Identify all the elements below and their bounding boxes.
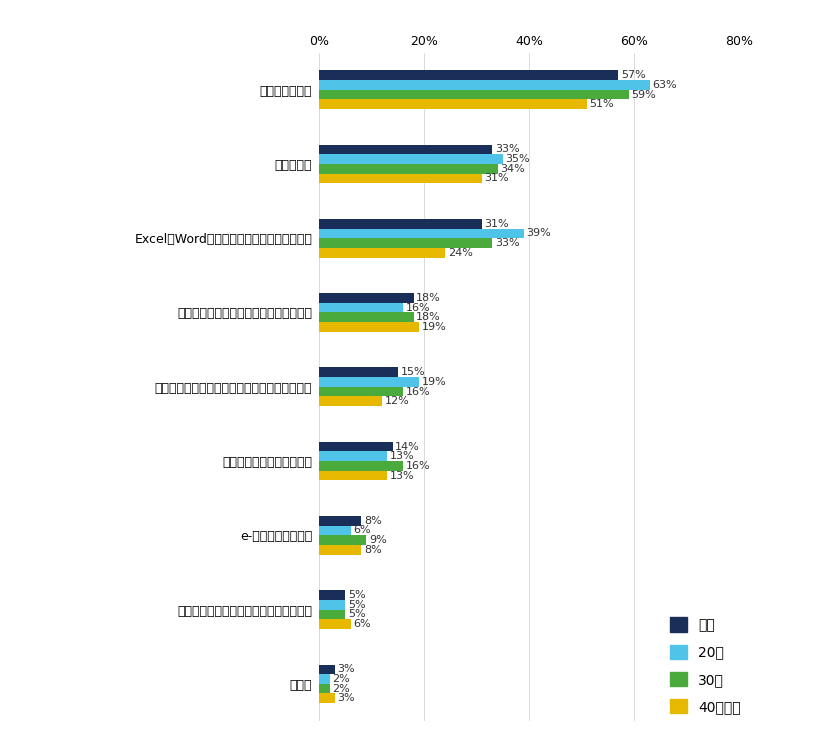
Text: 3%: 3% bbox=[338, 665, 355, 674]
Text: 39%: 39% bbox=[527, 228, 551, 238]
Text: 13%: 13% bbox=[390, 451, 415, 461]
Bar bbox=[319, 219, 482, 228]
Bar bbox=[319, 164, 498, 173]
Bar bbox=[319, 89, 629, 99]
Bar bbox=[319, 451, 387, 461]
Bar bbox=[319, 228, 524, 238]
Bar bbox=[319, 80, 650, 89]
Text: 13%: 13% bbox=[390, 471, 415, 481]
Text: 9%: 9% bbox=[369, 535, 387, 545]
Text: 33%: 33% bbox=[495, 144, 520, 155]
Text: 19%: 19% bbox=[422, 377, 446, 387]
Text: 5%: 5% bbox=[348, 590, 365, 600]
Text: 8%: 8% bbox=[364, 516, 381, 526]
Text: 35%: 35% bbox=[506, 154, 530, 164]
Legend: 全体, 20代, 30代, 40代以上: 全体, 20代, 30代, 40代以上 bbox=[670, 617, 741, 714]
Text: 6%: 6% bbox=[354, 526, 371, 535]
Bar bbox=[319, 442, 393, 451]
Bar bbox=[319, 145, 492, 154]
Bar bbox=[319, 173, 482, 183]
Bar bbox=[319, 238, 492, 248]
Bar bbox=[319, 461, 403, 471]
Text: 18%: 18% bbox=[417, 312, 441, 322]
Text: 63%: 63% bbox=[653, 80, 677, 90]
Text: 8%: 8% bbox=[364, 544, 381, 555]
Bar bbox=[319, 99, 587, 109]
Bar bbox=[319, 535, 366, 545]
Bar bbox=[319, 154, 503, 164]
Bar bbox=[319, 600, 345, 610]
Bar bbox=[319, 545, 361, 554]
Text: 19%: 19% bbox=[422, 322, 446, 332]
Bar bbox=[319, 620, 351, 629]
Text: 24%: 24% bbox=[448, 248, 473, 258]
Text: 14%: 14% bbox=[396, 442, 420, 451]
Bar bbox=[319, 293, 414, 303]
Bar bbox=[319, 693, 335, 703]
Bar bbox=[319, 312, 414, 322]
Text: 34%: 34% bbox=[501, 164, 525, 173]
Bar bbox=[319, 610, 345, 620]
Bar bbox=[319, 322, 419, 332]
Bar bbox=[319, 516, 361, 526]
Text: 5%: 5% bbox=[348, 609, 365, 620]
Text: 57%: 57% bbox=[621, 71, 646, 80]
Bar bbox=[319, 684, 329, 693]
Bar bbox=[319, 674, 329, 684]
Text: 31%: 31% bbox=[485, 219, 509, 229]
Text: 2%: 2% bbox=[333, 674, 350, 684]
Bar bbox=[319, 303, 403, 312]
Bar bbox=[319, 248, 445, 258]
Bar bbox=[319, 665, 335, 674]
Bar bbox=[319, 397, 382, 406]
Bar bbox=[319, 590, 345, 600]
Bar bbox=[319, 526, 351, 535]
Text: 5%: 5% bbox=[348, 600, 365, 610]
Bar bbox=[319, 387, 403, 397]
Text: 16%: 16% bbox=[406, 303, 430, 312]
Text: 3%: 3% bbox=[338, 693, 355, 703]
Text: 51%: 51% bbox=[590, 99, 614, 109]
Text: 59%: 59% bbox=[632, 89, 656, 100]
Bar bbox=[319, 377, 419, 387]
Bar bbox=[319, 367, 398, 377]
Text: 18%: 18% bbox=[417, 293, 441, 303]
Text: 12%: 12% bbox=[385, 397, 410, 406]
Text: 16%: 16% bbox=[406, 461, 430, 471]
Text: 15%: 15% bbox=[401, 367, 425, 377]
Text: 16%: 16% bbox=[406, 387, 430, 397]
Bar bbox=[319, 71, 618, 80]
Bar bbox=[319, 471, 387, 481]
Text: 6%: 6% bbox=[354, 619, 371, 629]
Text: 2%: 2% bbox=[333, 683, 350, 694]
Text: 33%: 33% bbox=[495, 238, 520, 248]
Text: 31%: 31% bbox=[485, 173, 509, 183]
